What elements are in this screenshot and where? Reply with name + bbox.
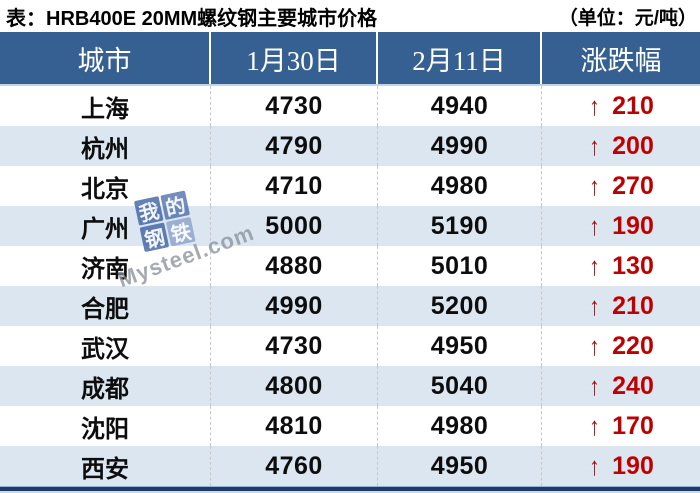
jan30-price-cell: 4790 [211,126,378,166]
jan30-price-cell: 4710 [211,166,378,206]
feb11-price-cell: 4950 [378,446,542,486]
change-value: 170 [612,411,654,440]
up-arrow-icon: ↑ [589,330,600,361]
change-value: 190 [612,451,654,480]
table-row: 武汉 4730 4950 ↑ 220 [0,326,700,366]
table-row: 沈阳 4810 4980 ↑ 170 [0,406,700,446]
table-row: 杭州 4790 4990 ↑ 200 [0,126,700,166]
feb11-price-cell: 4980 [378,406,542,446]
header-feb11: 2月11日 [378,32,542,84]
up-arrow-icon: ↑ [589,170,600,201]
jan30-price-cell: 4990 [211,286,378,326]
jan30-price-cell: 4810 [211,406,378,446]
change-cell: ↑ 240 [542,366,700,406]
up-arrow-icon: ↑ [589,210,600,241]
jan30-price-cell: 5000 [211,206,378,246]
jan30-price-cell: 4730 [211,326,378,366]
up-arrow-icon: ↑ [589,130,600,161]
change-value: 130 [612,251,654,280]
city-cell: 济南 [0,246,211,286]
change-cell: ↑ 200 [542,126,700,166]
jan30-price-cell: 4800 [211,366,378,406]
up-arrow-icon: ↑ [589,410,600,441]
city-cell: 北京 [0,166,211,206]
unit-label: （单位：元/吨） [558,7,697,29]
change-value: 210 [612,291,654,320]
up-arrow-icon: ↑ [589,370,600,401]
change-cell: ↑ 190 [542,206,700,246]
table-row: 北京 4710 4980 ↑ 270 [0,166,700,206]
table-title: 表：HRB400E 20MM螺纹钢主要城市价格 [6,7,378,30]
city-cell: 杭州 [0,126,211,166]
table-body: 上海 4730 4940 ↑ 210 杭州 4790 4990 ↑ 200 北京 4710 4980 ↑ 2… [0,86,700,486]
table-row: 成都 4800 5040 ↑ 240 [0,366,700,406]
table-header: 城市 1月30日 2月11日 涨跌幅 [0,32,700,86]
change-cell: ↑ 170 [542,406,700,446]
change-value: 270 [612,171,654,200]
feb11-price-cell: 5200 [378,286,542,326]
city-cell: 合肥 [0,286,211,326]
up-arrow-icon: ↑ [589,90,600,121]
change-cell: ↑ 270 [542,166,700,206]
up-arrow-icon: ↑ [589,450,600,481]
city-cell: 西安 [0,446,211,486]
change-cell: ↑ 220 [542,326,700,366]
city-cell: 广州 [0,206,211,246]
change-value: 210 [612,91,654,120]
city-cell: 成都 [0,366,211,406]
price-table: 城市 1月30日 2月11日 涨跌幅 上海 4730 4940 ↑ 210 杭州 4790 4… [0,32,700,486]
table-row: 上海 4730 4940 ↑ 210 [0,86,700,126]
table-row: 合肥 4990 5200 ↑ 210 [0,286,700,326]
jan30-price-cell: 4880 [211,246,378,286]
change-value: 220 [612,331,654,360]
city-cell: 沈阳 [0,406,211,446]
feb11-price-cell: 4940 [378,86,542,126]
jan30-price-cell: 4760 [211,446,378,486]
change-value: 200 [612,131,654,160]
up-arrow-icon: ↑ [589,250,600,281]
city-cell: 上海 [0,86,211,126]
change-cell: ↑ 190 [542,446,700,486]
title-bar: 表：HRB400E 20MM螺纹钢主要城市价格 （单位：元/吨） [0,0,700,32]
feb11-price-cell: 4980 [378,166,542,206]
feb11-price-cell: 4990 [378,126,542,166]
feb11-price-cell: 5040 [378,366,542,406]
change-cell: ↑ 210 [542,286,700,326]
feb11-price-cell: 5190 [378,206,542,246]
header-city: 城市 [0,32,211,84]
table-row: 西安 4760 4950 ↑ 190 [0,446,700,486]
change-value: 240 [612,371,654,400]
bottom-border-line [0,486,700,493]
up-arrow-icon: ↑ [589,290,600,321]
header-jan30: 1月30日 [211,32,378,84]
table-row: 济南 4880 5010 ↑ 130 [0,246,700,286]
change-cell: ↑ 130 [542,246,700,286]
feb11-price-cell: 5010 [378,246,542,286]
table-row: 广州 5000 5190 ↑ 190 [0,206,700,246]
header-change: 涨跌幅 [580,45,662,76]
city-cell: 武汉 [0,326,211,366]
jan30-price-cell: 4730 [211,86,378,126]
change-cell: ↑ 210 [542,86,700,126]
change-value: 190 [612,211,654,240]
feb11-price-cell: 4950 [378,326,542,366]
